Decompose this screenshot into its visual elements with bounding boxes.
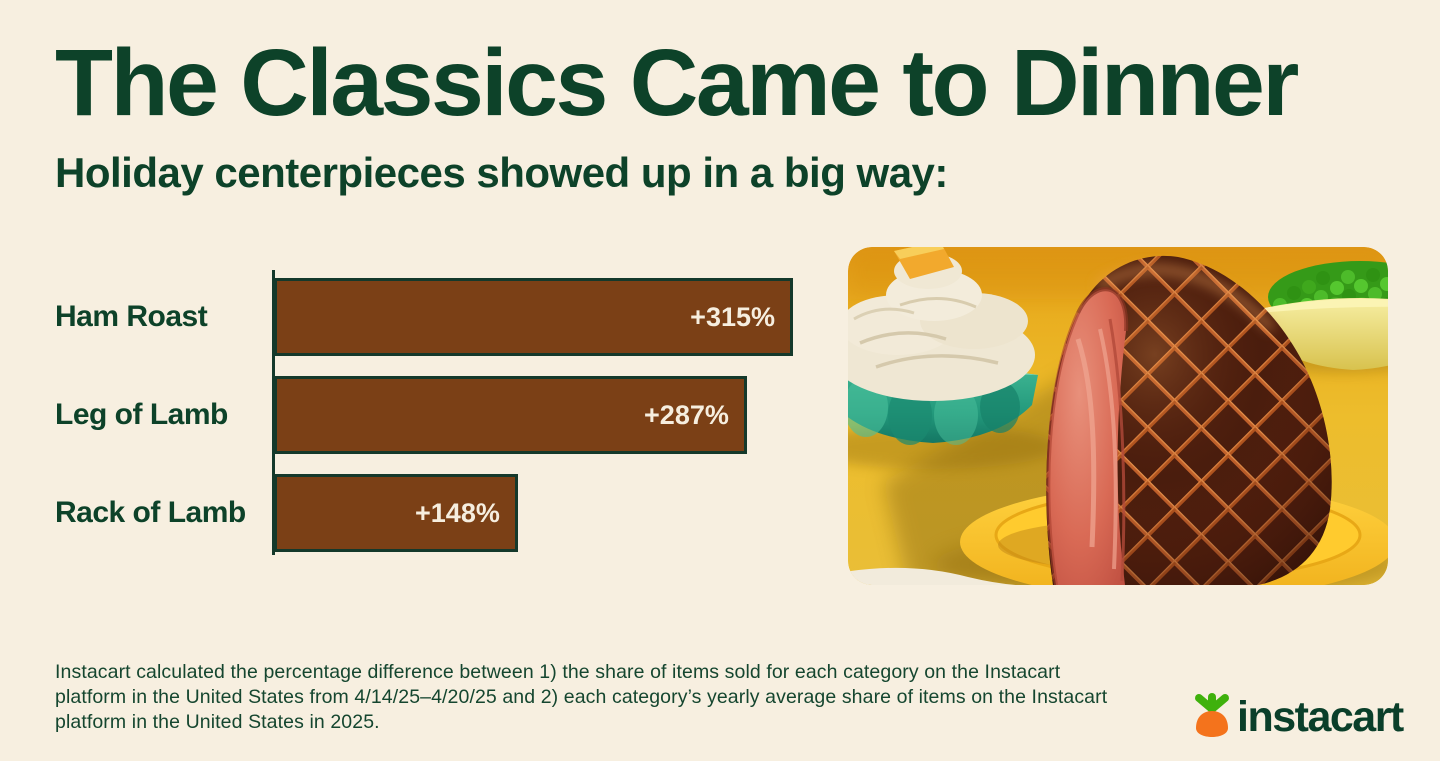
methodology-footnote: Instacart calculated the percentage diff… xyxy=(55,661,1108,733)
instacart-logo: instacart xyxy=(1192,691,1404,741)
bar-value-label: +148% xyxy=(415,497,500,528)
bar-category-label: Leg of Lamb xyxy=(55,398,228,431)
bar-category-label: Rack of Lamb xyxy=(55,496,246,529)
holiday-dinner-photo xyxy=(848,247,1388,585)
carrot-icon xyxy=(1195,693,1229,737)
bar-value-label: +287% xyxy=(644,399,729,430)
butter-pat xyxy=(894,247,954,279)
page-subtitle: Holiday centerpieces showed up in a big … xyxy=(55,149,948,196)
napkin-edge xyxy=(848,567,1058,585)
carrot-body xyxy=(1196,711,1228,737)
bar: +315% xyxy=(274,278,793,356)
mashed-potatoes xyxy=(848,247,1035,401)
bar-track: +148% xyxy=(274,474,793,552)
chart-row: Leg of Lamb +287% xyxy=(55,376,795,454)
bar-track: +287% xyxy=(274,376,793,454)
chart-row: Rack of Lamb +148% xyxy=(55,474,795,552)
instacart-wordmark: instacart xyxy=(1237,693,1404,741)
page-title: The Classics Came to Dinner xyxy=(55,30,1299,136)
glazed-ham xyxy=(1046,255,1332,585)
carrot-leaves xyxy=(1195,693,1229,713)
bar-chart: Ham Roast +315% Leg of Lamb +287% Rack of La… xyxy=(55,270,795,562)
chart-axis-line xyxy=(272,270,275,555)
chart-row: Ham Roast +315% xyxy=(55,278,795,356)
bar-value-label: +315% xyxy=(690,301,775,332)
bar: +287% xyxy=(274,376,747,454)
bar-track: +315% xyxy=(274,278,793,356)
dinner-photo-illustration xyxy=(848,247,1388,585)
bar: +148% xyxy=(274,474,518,552)
bar-category-label: Ham Roast xyxy=(55,300,208,333)
